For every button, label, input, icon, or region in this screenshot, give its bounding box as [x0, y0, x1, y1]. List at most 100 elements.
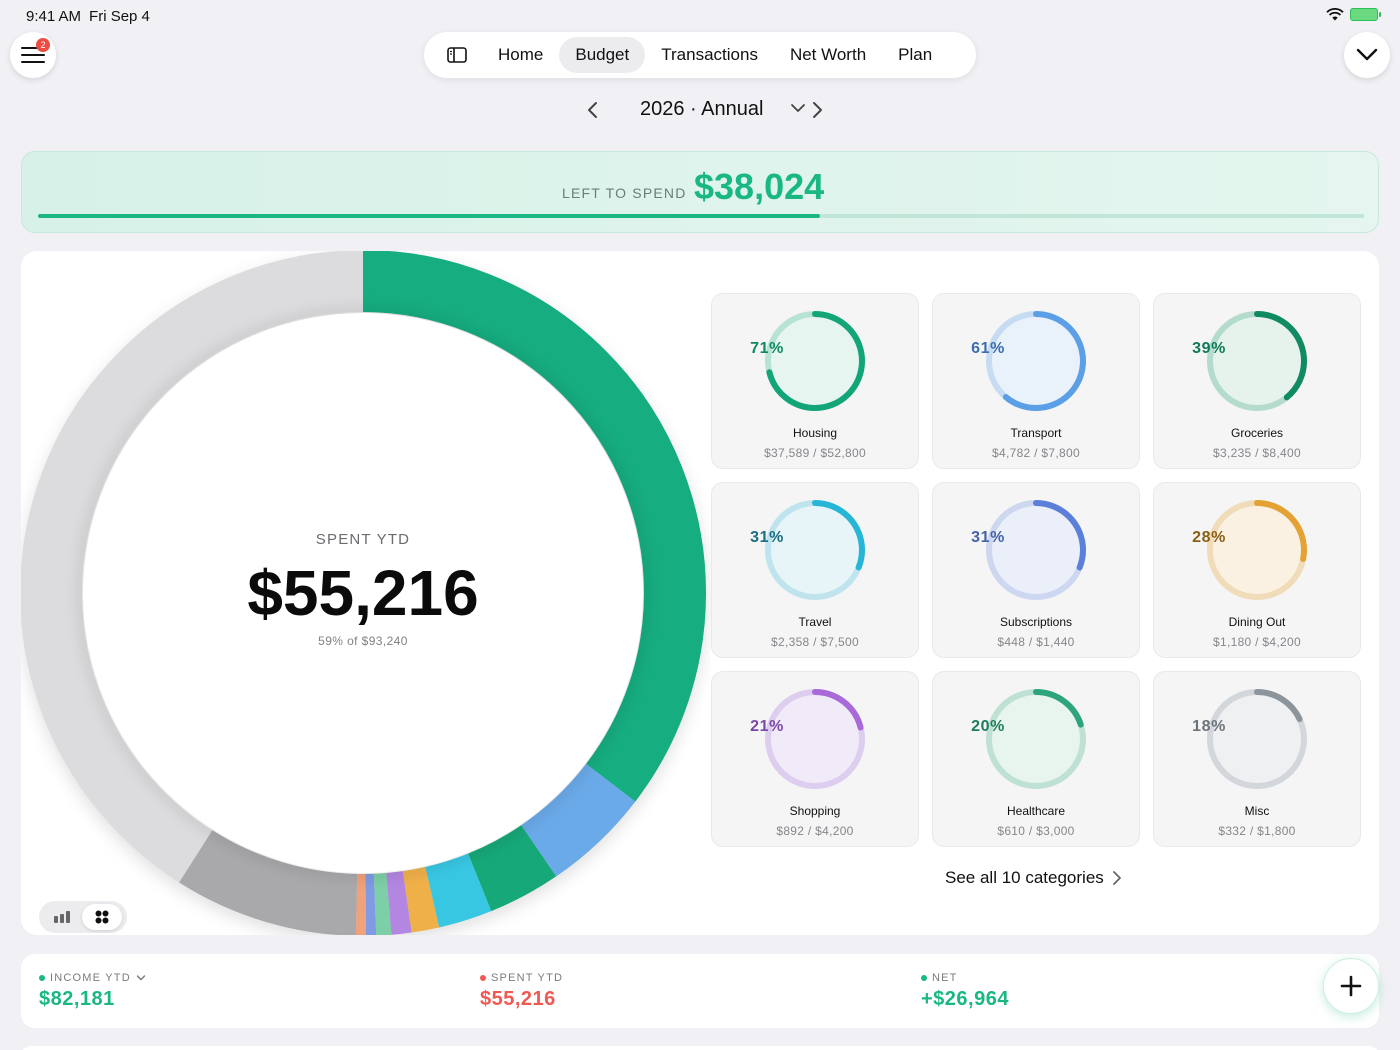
category-progress-arc — [1207, 500, 1307, 600]
next-card-peek — [21, 1046, 1379, 1050]
spending-donut-chart[interactable] — [21, 251, 711, 935]
spent-ytd-subtitle: 59% of $93,240 — [318, 634, 408, 648]
period-label[interactable]: 2026 · Annual — [640, 98, 764, 120]
category-progress-ring — [986, 311, 1086, 411]
see-all-categories-link[interactable]: See all 10 categories — [945, 868, 1122, 888]
wifi-icon — [1326, 8, 1344, 21]
category-progress-ring — [1207, 311, 1307, 411]
donut-center-label: SPENT YTD $55,216 59% of $93,240 — [163, 531, 563, 648]
tab-home[interactable]: Home — [498, 45, 544, 64]
status-date: Fri Sep 4 — [89, 8, 150, 25]
see-all-label: See all 10 categories — [945, 868, 1104, 887]
income-summary[interactable]: INCOME YTD $82,181 — [39, 972, 146, 1011]
category-amount: $2,358 / $7,500 — [771, 635, 859, 649]
net-value: +$26,964 — [921, 988, 1009, 1010]
tab-net-worth[interactable]: Net Worth — [789, 45, 867, 64]
category-name: Housing — [792, 426, 838, 440]
spend-progress-fill — [38, 214, 821, 218]
view-toggle — [39, 901, 127, 933]
category-name: Groceries — [1230, 426, 1283, 440]
next-period-button[interactable] — [810, 100, 824, 120]
category-name: Dining Out — [1228, 615, 1286, 629]
bar-chart-icon — [54, 911, 70, 923]
category-card-housing[interactable]: 71% Housing $37,589 / $52,800 — [711, 293, 919, 469]
left-to-spend-banner[interactable]: LEFT TO SPEND $38,024 — [21, 151, 1379, 233]
period-dropdown-icon[interactable] — [790, 102, 806, 114]
category-name: Healthcare — [1006, 804, 1066, 818]
category-card-groceries[interactable]: 39% Groceries $3,235 / $8,400 — [1153, 293, 1361, 469]
category-progress-arc — [1207, 689, 1307, 789]
income-value: $82,181 — [39, 988, 115, 1010]
tab-plan[interactable]: Plan — [898, 45, 933, 64]
category-amount: $610 / $3,000 — [997, 824, 1075, 838]
category-name: Subscriptions — [999, 615, 1073, 629]
category-amount: $3,235 / $8,400 — [1213, 446, 1301, 460]
category-progress-ring — [765, 311, 865, 411]
category-amount: $1,180 / $4,200 — [1213, 635, 1301, 649]
category-progress-arc — [765, 311, 865, 411]
donut-segment-8 — [21, 251, 706, 935]
category-progress-arc — [765, 500, 865, 600]
spent-ytd-kicker: SPENT YTD — [315, 531, 411, 548]
category-progress-arc — [986, 311, 1086, 411]
category-name: Misc — [1244, 804, 1270, 818]
add-transaction-button[interactable] — [1323, 958, 1379, 1014]
net-summary: NET +$26,964 — [921, 972, 1009, 1011]
category-name: Travel — [798, 615, 832, 629]
category-progress-ring — [765, 689, 865, 789]
category-progress-arc — [1207, 311, 1307, 411]
bar-view-button[interactable] — [42, 904, 82, 930]
net-dot — [921, 975, 927, 981]
category-percent: 39% — [1192, 340, 1226, 357]
grid-view-button[interactable] — [82, 904, 122, 930]
category-progress-ring — [1207, 689, 1307, 789]
status-time: 9:41 AM Fri Sep 4 — [26, 8, 150, 25]
summary-bar: INCOME YTD $82,181 SPENT YTD $55,216 NET… — [21, 954, 1379, 1028]
category-progress-ring — [1207, 500, 1307, 600]
spend-progress-track — [38, 214, 1364, 218]
spent-ytd-value: $55,216 — [247, 557, 479, 629]
category-percent: 18% — [1192, 718, 1226, 735]
category-percent: 61% — [971, 340, 1005, 357]
category-card-travel[interactable]: 31% Travel $2,358 / $7,500 — [711, 482, 919, 658]
category-progress-arc — [986, 500, 1086, 600]
tab-budget[interactable]: Budget — [559, 37, 646, 73]
category-card-transport[interactable]: 61% Transport $4,782 / $7,800 — [932, 293, 1140, 469]
category-name: Shopping — [789, 804, 841, 818]
category-grid: 71% Housing $37,589 / $52,800 61% Transport $… — [711, 293, 1361, 847]
tab-transactions[interactable]: Transactions — [661, 45, 758, 64]
category-percent: 20% — [971, 718, 1005, 735]
category-amount: $448 / $1,440 — [997, 635, 1075, 649]
sidebar-icon — [447, 47, 467, 63]
top-nav: Home Budget Transactions Net Worth Plan — [424, 32, 976, 78]
sidebar-toggle-button[interactable] — [432, 38, 482, 72]
category-progress-arc — [986, 689, 1086, 789]
category-card-dining-out[interactable]: 28% Dining Out $1,180 / $4,200 — [1153, 482, 1361, 658]
category-amount: $37,589 / $52,800 — [764, 446, 866, 460]
category-percent: 28% — [1192, 529, 1226, 546]
category-amount: $892 / $4,200 — [776, 824, 854, 838]
category-card-subscriptions[interactable]: 31% Subscriptions $448 / $1,440 — [932, 482, 1140, 658]
category-amount: $4,782 / $7,800 — [992, 446, 1080, 460]
chevron-down-icon[interactable] — [136, 974, 146, 982]
hamburger-icon — [21, 47, 45, 63]
chevron-down-icon — [1356, 48, 1378, 61]
donut-segment-0 — [21, 251, 706, 935]
category-card-misc[interactable]: 18% Misc $332 / $1,800 — [1153, 671, 1361, 847]
category-amount: $332 / $1,800 — [1218, 824, 1296, 838]
previous-period-button[interactable] — [586, 100, 600, 120]
category-percent: 31% — [750, 529, 784, 546]
income-dot — [39, 975, 45, 981]
income-label-row: INCOME YTD — [39, 972, 146, 984]
left-to-spend-label: LEFT TO SPEND — [562, 185, 687, 201]
battery-icon — [1350, 8, 1381, 21]
plus-icon — [1340, 975, 1362, 997]
menu-button[interactable]: 2 — [10, 32, 56, 78]
category-progress-ring — [986, 689, 1086, 789]
category-card-healthcare[interactable]: 20% Healthcare $610 / $3,000 — [932, 671, 1140, 847]
collapse-button[interactable] — [1344, 32, 1390, 78]
category-card-shopping[interactable]: 21% Shopping $892 / $4,200 — [711, 671, 919, 847]
category-progress-ring — [765, 500, 865, 600]
spent-label-row: SPENT YTD — [480, 972, 563, 984]
category-name: Transport — [1010, 426, 1062, 440]
